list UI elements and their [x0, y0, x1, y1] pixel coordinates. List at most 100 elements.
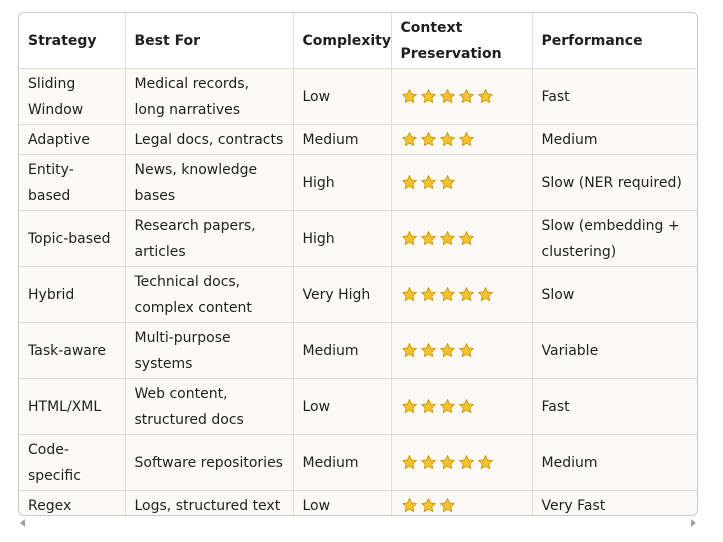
table-body: Sliding Window Medical records, long narr… — [19, 68, 697, 515]
star-rating — [401, 131, 475, 148]
cell-best-for: Legal docs, contracts — [125, 124, 294, 155]
star-rating — [401, 454, 494, 471]
star-icon — [420, 399, 436, 413]
star-icon — [401, 175, 417, 189]
cell-context-preservation — [391, 378, 533, 435]
star-icon — [401, 498, 417, 512]
cell-strategy: Sliding Window — [19, 68, 126, 125]
cell-best-for: Medical records, long narratives — [125, 68, 294, 125]
table-row: Hybrid Technical docs, complex content Ver… — [19, 266, 697, 323]
star-icon — [420, 89, 436, 103]
table-row: HTML/XML Web content, structured docs Low F… — [19, 378, 697, 435]
cell-best-for: Logs, structured text — [125, 490, 294, 515]
scroll-right-arrow-icon[interactable] — [691, 519, 696, 527]
star-icon — [401, 343, 417, 357]
table-row: Topic-based Research papers, articles High… — [19, 210, 697, 267]
cell-strategy: Hybrid — [19, 266, 126, 323]
cell-complexity: Medium — [293, 124, 392, 155]
cell-performance: Slow (embedding + clustering) — [532, 210, 697, 267]
star-icon — [420, 231, 436, 245]
star-icon — [420, 175, 436, 189]
cell-context-preservation — [391, 210, 533, 267]
cell-complexity: Low — [293, 490, 392, 515]
star-icon — [420, 132, 436, 146]
cell-performance: Variable — [532, 322, 697, 379]
star-icon — [401, 132, 417, 146]
cell-complexity: High — [293, 154, 392, 211]
cell-complexity: Medium — [293, 322, 392, 379]
cell-strategy: Task-aware — [19, 322, 126, 379]
cell-context-preservation — [391, 124, 533, 155]
table-header-row: Strategy Best For Complexity Context Pre… — [19, 13, 697, 69]
cell-best-for: Software repositories — [125, 434, 294, 491]
header-context-preservation: Context Preservation — [391, 13, 533, 69]
star-icon — [439, 89, 455, 103]
table-row: Regex Logs, structured text Low Very Fast — [19, 490, 697, 515]
cell-complexity: Medium — [293, 434, 392, 491]
star-icon — [458, 399, 474, 413]
cell-best-for: Technical docs, complex content — [125, 266, 294, 323]
star-icon — [477, 455, 493, 469]
cell-strategy: HTML/XML — [19, 378, 126, 435]
cell-context-preservation — [391, 266, 533, 323]
cell-performance: Fast — [532, 68, 697, 125]
cell-complexity: Very High — [293, 266, 392, 323]
table-row: Adaptive Legal docs, contracts Medium Mediu… — [19, 124, 697, 155]
cell-performance: Very Fast — [541, 497, 606, 514]
cell-context-preservation — [391, 322, 533, 379]
cell-strategy: Topic-based — [19, 210, 126, 267]
cell-performance: Slow (NER required) — [532, 154, 697, 211]
header-complexity: Complexity — [293, 13, 392, 69]
header-performance: Performance — [532, 13, 697, 69]
star-icon — [420, 498, 436, 512]
cell-context-preservation — [391, 490, 533, 515]
star-icon — [477, 89, 493, 103]
cell-context-preservation — [391, 154, 533, 211]
cell-best-for: Multi-purpose systems — [125, 322, 294, 379]
table-row: Entity-based News, knowledge bases High Slo… — [19, 154, 697, 211]
star-icon — [458, 343, 474, 357]
cell-performance: Fast — [532, 378, 697, 435]
star-icon — [458, 287, 474, 301]
star-icon — [401, 455, 417, 469]
star-rating — [401, 88, 494, 105]
table-row: Sliding Window Medical records, long narr… — [19, 68, 697, 125]
cell-performance: Slow — [532, 266, 697, 323]
star-icon — [401, 287, 417, 301]
cell-best-for: News, knowledge bases — [125, 154, 294, 211]
cell-strategy: Entity-based — [19, 154, 126, 211]
star-rating — [401, 497, 456, 514]
cell-complexity: Low — [293, 68, 392, 125]
cell-strategy: Regex — [19, 490, 126, 515]
cell-performance: Medium — [532, 434, 697, 491]
star-icon — [401, 231, 417, 245]
star-icon — [458, 231, 474, 245]
cell-complexity: Low — [293, 378, 392, 435]
horizontal-scrollbar[interactable] — [18, 516, 698, 530]
star-icon — [439, 498, 455, 512]
cell-best-for: Web content, structured docs — [125, 378, 294, 435]
star-rating — [401, 174, 456, 191]
star-icon — [439, 287, 455, 301]
star-rating — [401, 286, 494, 303]
star-icon — [458, 89, 474, 103]
comparison-table-frame: Strategy Best For Complexity Context Pre… — [18, 12, 698, 516]
table-row: Code-specific Software repositories Medium… — [19, 434, 697, 491]
star-icon — [458, 455, 474, 469]
star-icon — [439, 231, 455, 245]
star-icon — [420, 287, 436, 301]
comparison-table: Strategy Best For Complexity Context Pre… — [19, 13, 697, 515]
header-strategy: Strategy — [19, 13, 126, 69]
scroll-left-arrow-icon[interactable] — [20, 519, 25, 527]
cell-complexity: High — [293, 210, 392, 267]
star-icon — [439, 175, 455, 189]
star-icon — [458, 132, 474, 146]
star-rating — [401, 342, 475, 359]
cell-context-preservation — [391, 434, 533, 491]
cell-strategy: Adaptive — [19, 124, 126, 155]
table-row: Task-aware Multi-purpose systems Medium Var… — [19, 322, 697, 379]
star-icon — [477, 287, 493, 301]
star-icon — [420, 455, 436, 469]
header-best-for: Best For — [125, 13, 294, 69]
star-icon — [439, 132, 455, 146]
